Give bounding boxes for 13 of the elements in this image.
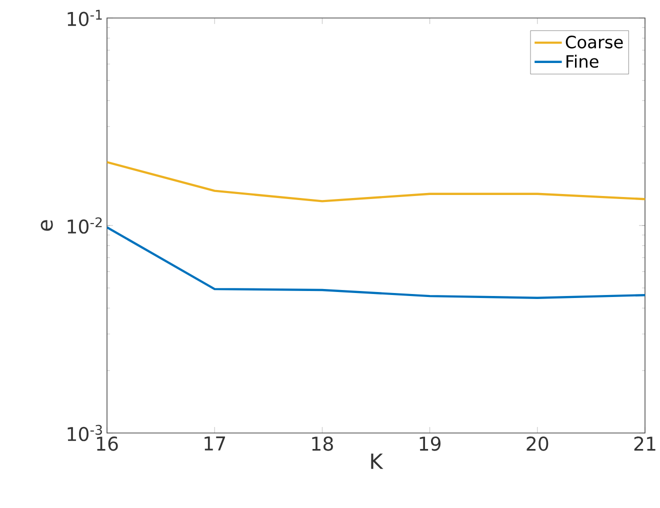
x-axis-title: K bbox=[371, 454, 384, 469]
x-tick-label: 21 bbox=[634, 436, 656, 451]
y-axis-title: e bbox=[40, 220, 53, 231]
legend-label: Fine bbox=[566, 54, 598, 68]
line-series bbox=[107, 226, 646, 299]
x-tick-label: 17 bbox=[204, 436, 226, 450]
line-series bbox=[107, 161, 646, 202]
legend-label: Coarse bbox=[566, 36, 623, 48]
y-tick-label: 10$^{-2}$ bbox=[68, 217, 102, 234]
x-tick-label: 20 bbox=[526, 436, 548, 451]
y-tick-label: 10$^{-1}$ bbox=[68, 10, 102, 26]
x-tick-label: 19 bbox=[420, 436, 440, 451]
x-tick-label: 18 bbox=[312, 436, 333, 451]
